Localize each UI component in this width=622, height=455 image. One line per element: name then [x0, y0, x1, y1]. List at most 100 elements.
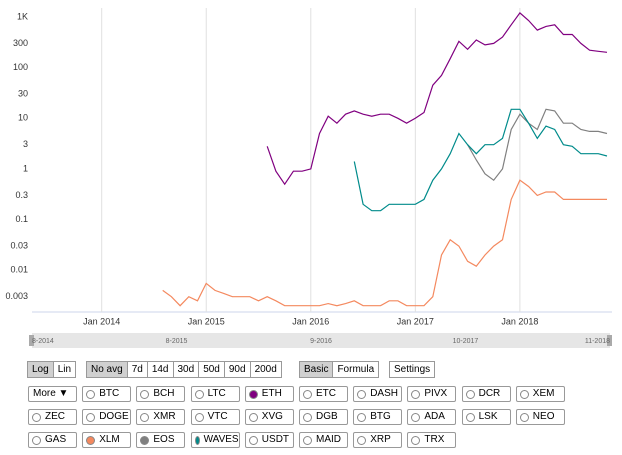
- coin-toggle[interactable]: ADA: [407, 409, 457, 425]
- coin-toggle[interactable]: EOS: [136, 432, 186, 448]
- toggle-button[interactable]: 200d: [249, 361, 282, 378]
- radio-dot: [519, 412, 529, 422]
- radio-dot: [248, 412, 258, 422]
- coin-label: GAS: [45, 434, 67, 445]
- navigator-label: 10-2017: [453, 338, 479, 345]
- toggle-button[interactable]: Basic: [299, 361, 334, 378]
- coin-toggle[interactable]: LSK: [461, 409, 511, 425]
- coin-toggle[interactable]: LTC: [190, 386, 240, 402]
- radio-dot: [140, 412, 150, 422]
- radio-dot: [519, 389, 529, 399]
- coin-toggle[interactable]: BTC: [82, 386, 132, 402]
- coin-toggle[interactable]: USDT: [244, 432, 294, 448]
- radio-dot: [357, 435, 367, 445]
- y-tick-label: 300: [13, 38, 28, 48]
- radio-dot: [86, 412, 96, 422]
- coin-toggle[interactable]: DASH: [353, 386, 403, 402]
- coin-label: ETC: [316, 388, 336, 399]
- coin-label: BCH: [153, 388, 175, 399]
- coin-toggle[interactable]: BTG: [353, 409, 403, 425]
- navigator-label: 9-2016: [310, 338, 332, 345]
- coin-toggle[interactable]: MAID: [299, 432, 348, 448]
- coin-toggle[interactable]: XVG: [244, 409, 294, 425]
- coin-label: DCR: [478, 388, 501, 399]
- navigator-label: 8-2015: [166, 338, 188, 345]
- coin-label: DASH: [370, 388, 398, 399]
- toggle-button[interactable]: 90d: [223, 361, 251, 378]
- x-tick-label: Jan 2014: [83, 316, 120, 326]
- coin-label: BTG: [370, 411, 391, 422]
- toggle-button[interactable]: 30d: [172, 361, 200, 378]
- settings-button[interactable]: Settings: [389, 361, 436, 378]
- coin-toggle[interactable]: VTC: [190, 409, 240, 425]
- coin-label: LTC: [207, 388, 226, 399]
- coin-label: LSK: [478, 411, 498, 422]
- more-select[interactable]: More ▼: [28, 386, 77, 402]
- coin-label: ETH: [261, 388, 282, 399]
- coin-label: ZEC: [45, 411, 65, 422]
- radio-dot: [411, 389, 421, 399]
- navigator-label: 8-2014: [32, 338, 54, 345]
- radio-dot: [303, 435, 312, 445]
- coin-toggle[interactable]: DGB: [299, 409, 348, 425]
- coin-toggle[interactable]: GAS: [28, 432, 77, 448]
- coin-label: XMR: [153, 411, 176, 422]
- toggle-button[interactable]: 7d: [126, 361, 148, 378]
- coin-toggle[interactable]: TRX: [407, 432, 457, 448]
- coin-toggle[interactable]: ETH: [244, 386, 294, 402]
- coin-toggle[interactable]: XMR: [136, 409, 186, 425]
- radio-dot: [303, 412, 312, 422]
- y-tick-label: 0.1: [15, 214, 28, 224]
- y-tick-label: 1: [23, 163, 28, 173]
- coin-toggle[interactable]: BCH: [136, 386, 186, 402]
- radio-dot: [248, 389, 258, 399]
- coin-toggle[interactable]: DOGE: [82, 409, 132, 425]
- radio-dot: [194, 389, 204, 399]
- button-group: Settings: [389, 361, 436, 378]
- y-tick-label: 1K: [17, 11, 28, 21]
- y-tick-label: 3: [23, 139, 28, 149]
- x-tick-label: Jan 2018: [501, 316, 538, 326]
- coin-label: PIVX: [424, 388, 448, 399]
- coin-label: BTC: [99, 388, 120, 399]
- toggle-button[interactable]: Log: [27, 361, 54, 378]
- toggle-button[interactable]: Lin: [52, 361, 77, 378]
- coin-label: VTC: [207, 411, 228, 422]
- coin-label: MAID: [316, 434, 341, 445]
- navigator-handle: [29, 335, 34, 346]
- coin-toggle[interactable]: XEM: [515, 386, 565, 402]
- y-tick-label: 0.3: [15, 190, 28, 200]
- radio-dot: [194, 412, 204, 422]
- coin-toggle[interactable]: WAVES: [190, 432, 240, 448]
- coin-toggle[interactable]: ZEC: [28, 409, 77, 425]
- x-tick-label: Jan 2017: [397, 316, 434, 326]
- radio-dot: [140, 389, 150, 399]
- coin-label: NEO: [532, 411, 555, 422]
- toggle-button[interactable]: 14d: [146, 361, 174, 378]
- toggle-button[interactable]: 50d: [198, 361, 225, 378]
- coin-toggle[interactable]: DCR: [461, 386, 511, 402]
- coin-toggle[interactable]: PIVX: [407, 386, 457, 402]
- coin-toggle[interactable]: ETC: [299, 386, 348, 402]
- radio-dot: [86, 435, 96, 445]
- radio-dot: [411, 435, 421, 445]
- series-line: [353, 108, 608, 212]
- x-tick-label: Jan 2016: [292, 316, 329, 326]
- x-tick-label: Jan 2015: [188, 316, 225, 326]
- coin-toggle[interactable]: XRP: [353, 432, 403, 448]
- toggle-button[interactable]: Formula: [332, 361, 380, 378]
- navigator-handle: [607, 335, 612, 346]
- radio-dot: [465, 389, 475, 399]
- coin-label: TRX: [424, 434, 445, 445]
- radio-dot: [357, 412, 367, 422]
- coin-toggle[interactable]: XLM: [82, 432, 132, 448]
- coin-label: DGB: [316, 411, 338, 422]
- radio-dot: [140, 435, 150, 445]
- navigator-label: 11-2018: [585, 338, 610, 345]
- y-tick-label: 30: [18, 88, 28, 98]
- toggle-button[interactable]: No avg: [86, 361, 128, 378]
- button-group: Log Lin: [27, 361, 77, 378]
- radio-dot: [194, 435, 200, 445]
- coin-toggle[interactable]: NEO: [515, 409, 565, 425]
